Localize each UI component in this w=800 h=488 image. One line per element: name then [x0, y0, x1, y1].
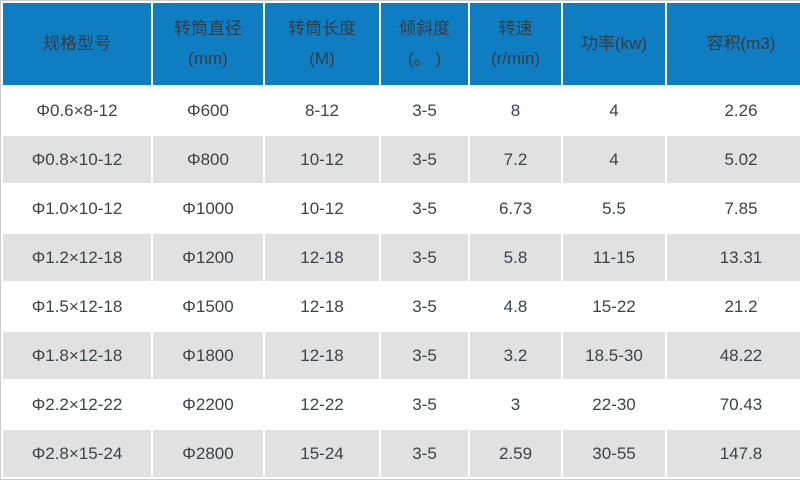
table-cell: 8 [470, 87, 561, 134]
table-cell: 48.22 [667, 332, 800, 379]
table-row-1: Φ0.6×8-12 Φ600 8-12 3-5 8 4 2.26 [3, 87, 800, 134]
table-cell: 8-12 [265, 87, 379, 134]
table-cell: 3.2 [470, 332, 561, 379]
table-cell: Φ1.2×12-18 [3, 234, 151, 281]
column-header-4: 倾斜度 (。 ) [381, 3, 468, 85]
table-cell: 3-5 [381, 381, 468, 428]
table-cell: 5.02 [667, 136, 800, 183]
table-cell: Φ0.6×8-12 [3, 87, 151, 134]
table-cell: Φ1.5×12-18 [3, 283, 151, 330]
table-cell: 13.31 [667, 234, 800, 281]
table-cell: 4 [563, 136, 665, 183]
table-cell: 5.5 [563, 185, 665, 232]
table-cell: 22-30 [563, 381, 665, 428]
table-cell: 3-5 [381, 283, 468, 330]
table-cell: 3-5 [381, 234, 468, 281]
header-row: 规格型号 转筒直径 (mm) 转筒长度 (M) 倾斜度 (。 ) 转速 (r/min) 功… [3, 3, 800, 85]
table-cell: Φ0.8×10-12 [3, 136, 151, 183]
table-cell: 3-5 [381, 332, 468, 379]
table-cell: Φ1000 [153, 185, 263, 232]
table-cell: 6.73 [470, 185, 561, 232]
table-cell: 18.5-30 [563, 332, 665, 379]
table-cell: 2.59 [470, 430, 561, 477]
table-cell: 12-22 [265, 381, 379, 428]
table-header: 规格型号 转筒直径 (mm) 转筒长度 (M) 倾斜度 (。 ) 转速 (r/min) 功… [3, 3, 800, 85]
table-row-8: Φ2.8×15-24 Φ2800 15-24 3-5 2.59 30-55 147.8 [3, 430, 800, 477]
table-cell: Φ1.0×10-12 [3, 185, 151, 232]
table-cell: Φ2800 [153, 430, 263, 477]
table-cell: 21.2 [667, 283, 800, 330]
table-cell: Φ2200 [153, 381, 263, 428]
table-cell: Φ1500 [153, 283, 263, 330]
table-row-7: Φ2.2×12-22 Φ2200 12-22 3-5 3 22-30 70.43 [3, 381, 800, 428]
table-row-3: Φ1.0×10-12 Φ1000 10-12 3-5 6.73 5.5 7.85 [3, 185, 800, 232]
table-cell: 4.8 [470, 283, 561, 330]
table-cell: 7.85 [667, 185, 800, 232]
column-header-1: 规格型号 [3, 3, 151, 85]
table-row-2: Φ0.8×10-12 Φ800 10-12 3-5 7.2 4 5.02 [3, 136, 800, 183]
table-cell: 2.26 [667, 87, 800, 134]
table-cell: 3-5 [381, 87, 468, 134]
column-header-6: 功率(kw) [563, 3, 665, 85]
table-cell: 3 [470, 381, 561, 428]
table-cell: 7.2 [470, 136, 561, 183]
table-cell: Φ1.8×12-18 [3, 332, 151, 379]
table-cell: 70.43 [667, 381, 800, 428]
table-cell: Φ1200 [153, 234, 263, 281]
table-cell: Φ800 [153, 136, 263, 183]
table-cell: 10-12 [265, 185, 379, 232]
table-cell: 12-18 [265, 332, 379, 379]
table-cell: 15-24 [265, 430, 379, 477]
table-row-5: Φ1.5×12-18 Φ1500 12-18 3-5 4.8 15-22 21.2 [3, 283, 800, 330]
table-cell: 4 [563, 87, 665, 134]
table-body: Φ0.6×8-12 Φ600 8-12 3-5 8 4 2.26 Φ0.8×10-12 Φ800… [3, 87, 800, 477]
table-cell: 5.8 [470, 234, 561, 281]
table-cell: 15-22 [563, 283, 665, 330]
table-cell: Φ1800 [153, 332, 263, 379]
table-cell: Φ2.2×12-22 [3, 381, 151, 428]
table-cell: 3-5 [381, 185, 468, 232]
table-cell: 3-5 [381, 136, 468, 183]
table-cell: 30-55 [563, 430, 665, 477]
table-row-6: Φ1.8×12-18 Φ1800 12-18 3-5 3.2 18.5-30 48.22 [3, 332, 800, 379]
column-header-3: 转筒长度 (M) [265, 3, 379, 85]
table-cell: Φ2.8×15-24 [3, 430, 151, 477]
table-cell: 147.8 [667, 430, 800, 477]
table-cell: 11-15 [563, 234, 665, 281]
table-cell: 10-12 [265, 136, 379, 183]
table-cell: Φ600 [153, 87, 263, 134]
table-cell: 12-18 [265, 234, 379, 281]
table-row-4: Φ1.2×12-18 Φ1200 12-18 3-5 5.8 11-15 13.31 [3, 234, 800, 281]
table-cell: 3-5 [381, 430, 468, 477]
table-cell: 12-18 [265, 283, 379, 330]
column-header-5: 转速 (r/min) [470, 3, 561, 85]
column-header-7: 容积(m3) [667, 3, 800, 85]
column-header-2: 转筒直径 (mm) [153, 3, 263, 85]
